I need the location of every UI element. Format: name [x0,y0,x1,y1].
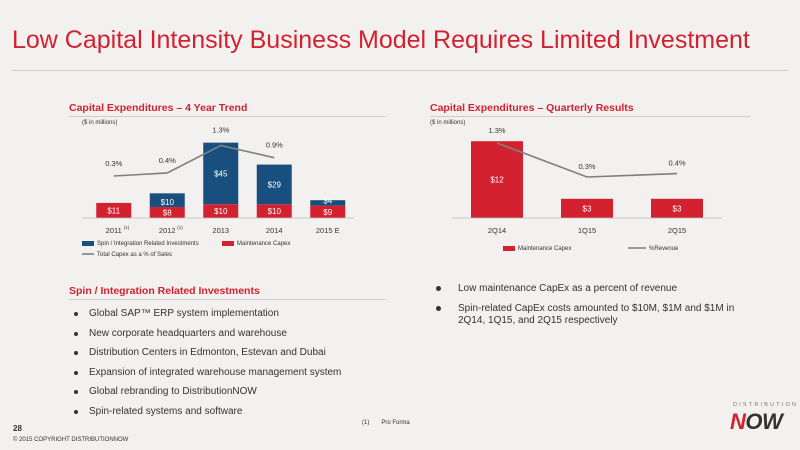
logo-top-text: DISTRIBUTION [733,402,799,408]
spin-bar [149,193,185,208]
maintenance-bar [203,204,239,218]
x-tick-footnote: (1) [177,225,183,230]
capex-pct-line [113,144,275,177]
maintenance-bar-label: $12 [490,176,504,185]
legend-line-label: Total Capex as a % of Sales [97,252,172,258]
footnote-text: Pro Forma [381,420,410,426]
spin-bar-label: $10 [161,198,175,207]
spin-bar [256,164,292,205]
legend-spin-swatch [82,241,94,246]
x-tick-label: 1Q15 [578,226,596,235]
logo-n: N [730,409,746,434]
revenue-pct-label: 1.3% [488,126,505,135]
x-tick-label: 2012 [159,226,176,235]
spin-section-divider [69,299,385,300]
capex-pct-label: 1.3% [212,126,229,135]
maintenance-bar [149,207,185,218]
x-tick-footnote: (1) [124,225,130,230]
title-divider [12,70,788,71]
copyright-text: © 2015 COPYRIGHT DISTRIBUTIONNOW [13,437,129,443]
legend-maintenance-label: Maintenance Capex [518,246,571,252]
footnote: (1) Pro Forma [362,420,410,426]
legend-maintenance-swatch [222,241,234,246]
maintenance-bar-label: $10 [268,207,282,216]
list-item: Distribution Centers in Edmonton, Esteva… [72,347,392,359]
capex-pct-label: 0.9% [266,141,283,150]
maintenance-bar-label: $11 [107,206,120,215]
capex-trend-heading: Capital Expenditures – 4 Year Trend [69,102,248,114]
x-tick-label: 2011 [106,226,122,235]
logo-wordmark: NOW [730,409,783,435]
maintenance-bar-label: $3 [583,204,592,213]
legend-line-label: %Revenue [649,246,679,252]
distributionnow-logo: DISTRIBUTION NOW [727,402,796,438]
maintenance-bar [96,202,132,218]
maintenance-bar-label: $10 [214,207,228,216]
x-tick-label: 2015 E [316,226,340,235]
list-item: New corporate headquarters and warehouse [72,328,392,340]
capex-trend-unit-note: ($ in millions) [82,120,118,126]
list-item: Global SAP™ ERP system implementation [72,308,392,320]
maintenance-bar [471,141,523,218]
maintenance-bar [310,205,346,218]
legend-spin-label: Spin / Integration Related Investments [97,241,199,247]
x-tick-label: 2Q14 [488,226,506,235]
x-tick-label: 2014 [266,226,283,235]
maintenance-bar [256,204,292,218]
spin-bar [203,142,239,205]
legend-maintenance-label: Maintenance Capex [237,241,290,247]
revenue-pct-label: 0.4% [668,159,685,168]
capex-pct-label: 0.3% [105,159,122,168]
x-tick-label: 2013 [212,226,229,235]
capex-quarterly-divider [430,116,750,117]
list-item: Global rebranding to DistributionNOW [72,386,392,398]
maintenance-bar-label: $8 [163,209,172,218]
list-item: Low maintenance CapEx as a percent of re… [432,283,762,295]
spin-investments-list: Global SAP™ ERP system implementation Ne… [72,308,392,425]
capex-quarterly-heading: Capital Expenditures – Quarterly Results [430,102,634,114]
revenue-pct-label: 0.3% [578,162,595,171]
capex-trend-divider [69,116,385,117]
spin-bar [310,200,346,206]
spin-section-heading: Spin / Integration Related Investments [69,285,260,297]
maintenance-bar [651,198,703,218]
footnote-marker: (1) [362,420,370,426]
spin-bar-label: $4 [323,197,332,206]
legend-maintenance-swatch [503,246,515,251]
spin-bar-label: $45 [214,169,228,178]
x-tick-label: 2Q15 [668,226,686,235]
logo-ow: OW [745,409,783,434]
revenue-pct-line [496,142,678,178]
capex-pct-label: 0.4% [159,156,176,165]
list-item: Expansion of integrated warehouse manage… [72,367,392,379]
list-item: Spin-related systems and software [72,406,392,418]
list-item: Spin-related CapEx costs amounted to $10… [432,303,762,327]
maintenance-bar-label: $3 [673,204,682,213]
page-title: Low Capital Intensity Business Model Req… [12,26,750,54]
spin-bar-label: $29 [268,180,282,189]
maintenance-bar [561,198,613,218]
capex-highlights-list: Low maintenance CapEx as a percent of re… [432,283,762,335]
maintenance-bar-label: $9 [323,208,332,217]
page-number: 28 [13,424,22,433]
capex-quarterly-unit-note: ($ in millions) [430,120,466,126]
